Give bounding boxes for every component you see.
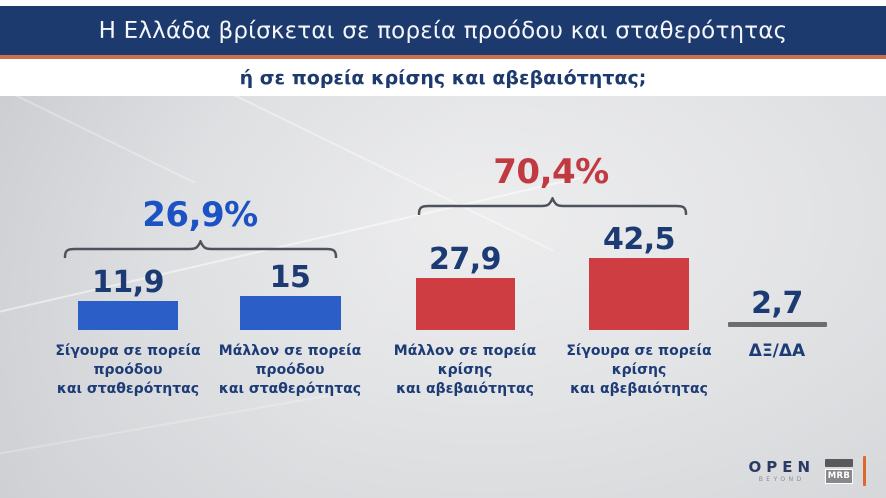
bar — [589, 258, 689, 330]
dk-da-underline — [728, 322, 827, 327]
bar-chart: 26,9% 70,4% 11,9 15 27,9 42,5 2,7 Σίγουρ… — [0, 96, 886, 498]
footer-logos: OPEN BEYOND MRB — [748, 456, 866, 486]
open-logo: OPEN BEYOND — [748, 457, 815, 483]
mrb-logo-bar — [825, 458, 853, 467]
bar-label: ΔΞ/ΔΑ — [748, 341, 806, 361]
curly-brace-icon — [417, 197, 688, 215]
page-title: Η Ελλάδα βρίσκεται σε πορεία προόδου και… — [98, 17, 788, 44]
bar-value: 15 — [269, 260, 311, 295]
bar-label: Σίγουρα σε πορεία κρίσης και αβεβαιότητα… — [566, 343, 712, 397]
mrb-wordmark: MRB — [825, 468, 853, 484]
bar — [240, 296, 341, 330]
bar-value: 27,9 — [428, 242, 502, 277]
group-total-progress: 26,9% — [142, 195, 258, 235]
bar-value: 2,7 — [751, 286, 803, 321]
beyond-tagline: BEYOND — [758, 475, 805, 483]
bar-value: 42,5 — [602, 222, 676, 257]
accent-divider — [0, 55, 886, 59]
bar — [416, 278, 515, 330]
footer-accent-bar — [863, 456, 866, 486]
bar-label: Σίγουρα σε πορεία προόδου και σταθερότητ… — [55, 343, 201, 397]
bar — [78, 301, 178, 330]
background-streak — [0, 96, 196, 184]
open-wordmark: OPEN — [748, 457, 815, 476]
title-bar: Η Ελλάδα βρίσκεται σε πορεία προόδου και… — [0, 6, 886, 55]
mrb-logo: MRB — [825, 458, 853, 484]
curly-brace-icon — [63, 240, 338, 258]
background-streak — [0, 389, 357, 465]
page-subtitle: ή σε πορεία κρίσης και αβεβαιότητας; — [239, 66, 647, 89]
bar-label: Μάλλον σε πορεία προόδου και σταθερότητα… — [218, 343, 362, 397]
bar-label: Μάλλον σε πορεία κρίσης και αβεβαιότητας — [393, 343, 537, 397]
subtitle-band: ή σε πορεία κρίσης και αβεβαιότητας; — [0, 59, 886, 96]
bar-value: 11,9 — [91, 265, 165, 300]
top-strip — [0, 0, 886, 6]
group-total-crisis: 70,4% — [493, 152, 609, 192]
